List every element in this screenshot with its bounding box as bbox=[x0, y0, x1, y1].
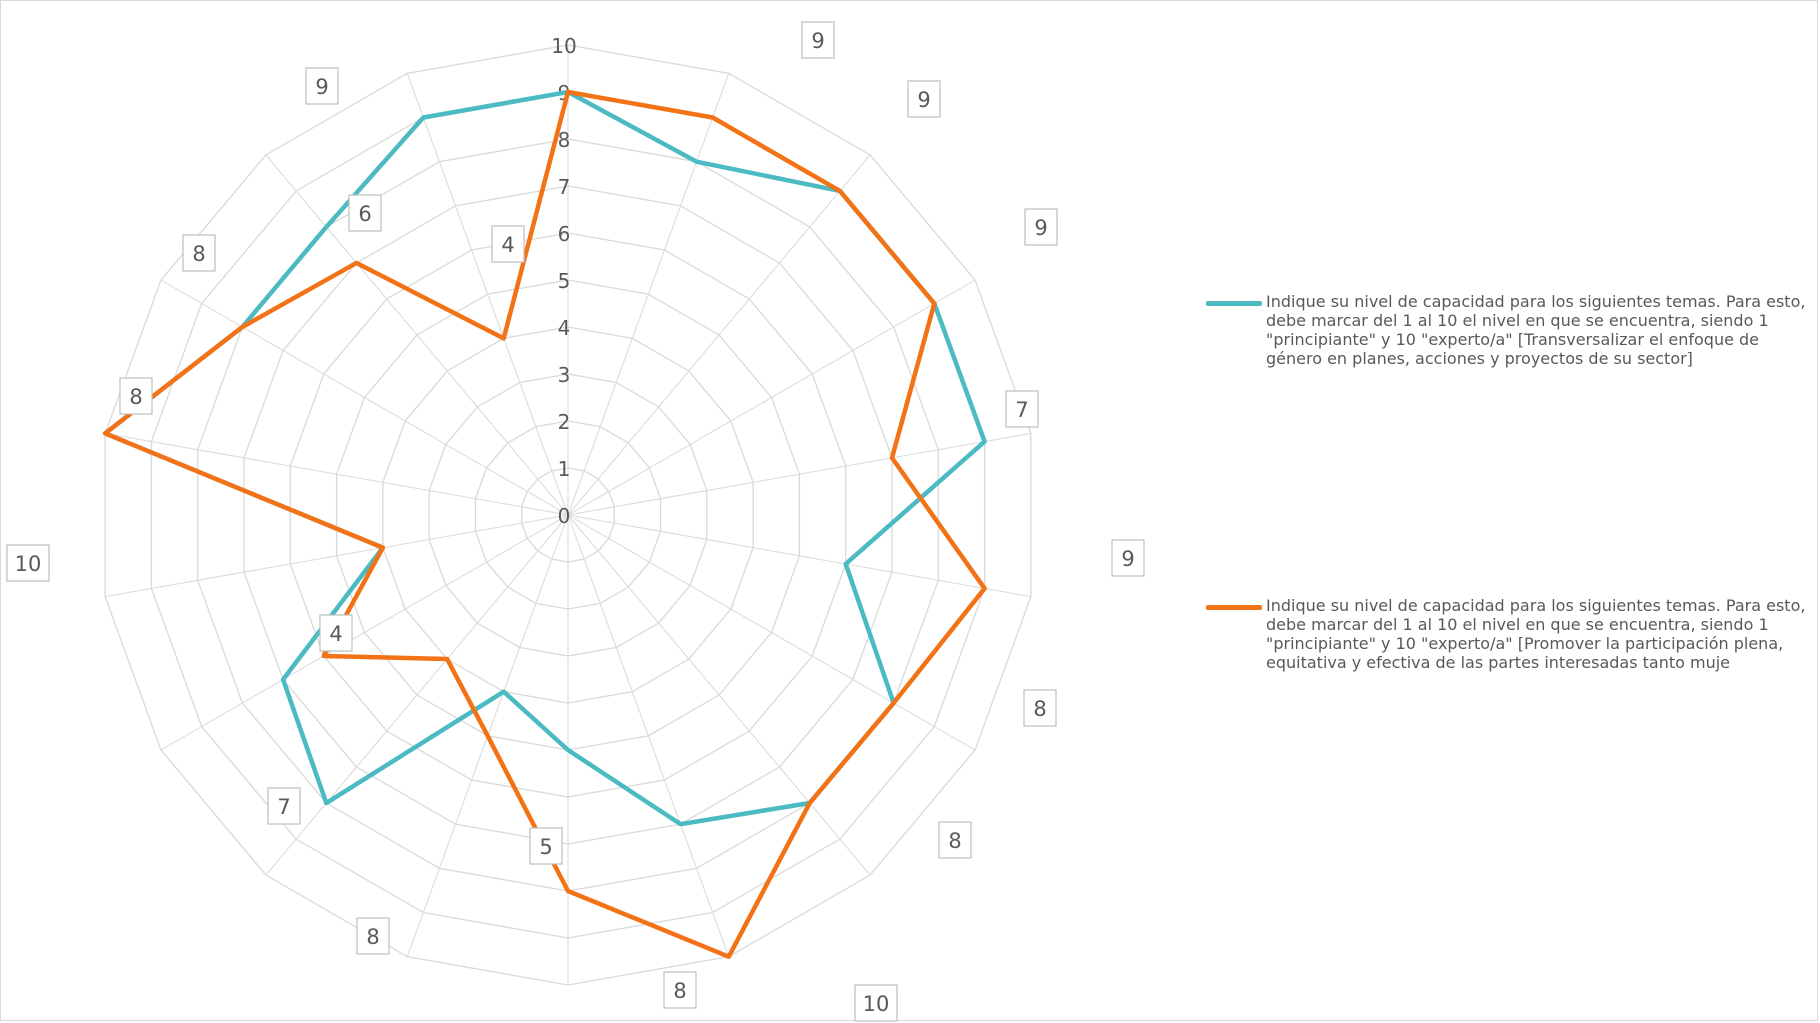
data-label: 9 bbox=[305, 67, 339, 105]
data-label: 10 bbox=[6, 544, 50, 582]
data-label: 5 bbox=[529, 827, 563, 865]
grid-spoke bbox=[105, 514, 569, 598]
data-label: 4 bbox=[491, 225, 525, 263]
data-label-text: 4 bbox=[329, 622, 342, 646]
data-label-text: 8 bbox=[948, 829, 961, 853]
ring-label: 4 bbox=[558, 316, 571, 340]
ring-label: 2 bbox=[558, 410, 571, 434]
data-label: 6 bbox=[348, 194, 382, 232]
ring-label: 3 bbox=[558, 363, 571, 387]
data-label-text: 7 bbox=[1015, 398, 1028, 422]
grid-spoke bbox=[567, 154, 871, 516]
data-label-box bbox=[1005, 390, 1039, 428]
data-label-text: 8 bbox=[673, 979, 686, 1003]
data-label: 8 bbox=[182, 234, 216, 272]
grid-spoke bbox=[265, 514, 569, 876]
legend-label-series-2: Indique su nivel de capacidad para los s… bbox=[1266, 596, 1806, 672]
series-line-1[interactable] bbox=[102, 89, 987, 827]
data-label-box bbox=[1024, 208, 1058, 246]
data-label: 9 bbox=[801, 21, 835, 59]
data-label-box bbox=[356, 917, 390, 955]
data-label-box bbox=[348, 194, 382, 232]
data-label-text: 4 bbox=[501, 233, 514, 257]
data-label-box bbox=[529, 827, 563, 865]
data-label-text: 9 bbox=[315, 75, 328, 99]
data-label: 9 bbox=[907, 80, 941, 118]
ring-label: 1 bbox=[558, 457, 571, 481]
data-label: 7 bbox=[267, 787, 301, 825]
data-label-text: 9 bbox=[811, 29, 824, 53]
data-label-text: 9 bbox=[1121, 547, 1134, 571]
data-label-box bbox=[663, 971, 697, 1009]
ring-label: 0 bbox=[558, 504, 571, 528]
grid-spoke bbox=[567, 514, 871, 876]
data-label-text: 9 bbox=[1034, 216, 1047, 240]
data-label-box bbox=[319, 614, 353, 652]
data-label: 7 bbox=[1005, 390, 1039, 428]
data-label: 8 bbox=[119, 377, 153, 415]
data-label-text: 6 bbox=[358, 202, 371, 226]
legend-swatch-series-1 bbox=[1206, 301, 1262, 306]
data-label-text: 5 bbox=[539, 835, 552, 859]
grid-spoke bbox=[105, 432, 569, 516]
data-label: 8 bbox=[1023, 689, 1057, 727]
data-label-box bbox=[305, 67, 339, 105]
series-line-2[interactable] bbox=[102, 89, 987, 959]
data-label-text: 8 bbox=[129, 385, 142, 409]
grid-spoke bbox=[567, 279, 976, 516]
grid-spoke bbox=[406, 73, 569, 516]
grid-spoke bbox=[567, 514, 976, 751]
data-label-text: 9 bbox=[917, 88, 930, 112]
data-label-text: 8 bbox=[192, 242, 205, 266]
data-label: 8 bbox=[663, 971, 697, 1009]
data-label-box bbox=[938, 821, 972, 859]
data-label-box bbox=[801, 21, 835, 59]
data-label-box bbox=[854, 984, 898, 1022]
grid-spoke bbox=[567, 514, 1031, 598]
ring-label: 8 bbox=[558, 128, 571, 152]
data-label-text: 10 bbox=[863, 992, 890, 1016]
grid-spoke bbox=[567, 514, 730, 957]
data-label: 8 bbox=[356, 917, 390, 955]
data-label-box bbox=[1111, 539, 1145, 577]
grid-spoke bbox=[160, 514, 569, 751]
ring-label: 5 bbox=[558, 269, 571, 293]
data-label-box bbox=[6, 544, 50, 582]
legend-label-series-1: Indique su nivel de capacidad para los s… bbox=[1266, 292, 1806, 368]
ring-label: 10 bbox=[551, 34, 576, 58]
data-label-text: 10 bbox=[15, 552, 42, 576]
data-label-text: 7 bbox=[277, 795, 290, 819]
data-label-box bbox=[182, 234, 216, 272]
legend-swatch-series-2 bbox=[1206, 605, 1262, 610]
data-label-box bbox=[907, 80, 941, 118]
data-label: 10 bbox=[854, 984, 898, 1022]
data-label-text: 8 bbox=[1033, 697, 1046, 721]
data-label-box bbox=[267, 787, 301, 825]
data-label: 9 bbox=[1024, 208, 1058, 246]
data-label: 9 bbox=[1111, 539, 1145, 577]
ring-label: 6 bbox=[558, 222, 571, 246]
data-label: 8 bbox=[938, 821, 972, 859]
data-label-text: 8 bbox=[366, 925, 379, 949]
grid-spoke bbox=[567, 432, 1031, 516]
grid-spoke bbox=[265, 154, 569, 516]
data-label-box bbox=[491, 225, 525, 263]
ring-label: 7 bbox=[558, 175, 571, 199]
data-label: 4 bbox=[319, 614, 353, 652]
data-label-box bbox=[1023, 689, 1057, 727]
radar-grid bbox=[104, 44, 1032, 986]
grid-spoke bbox=[567, 73, 730, 516]
grid-spoke bbox=[160, 279, 569, 516]
data-label-box bbox=[119, 377, 153, 415]
